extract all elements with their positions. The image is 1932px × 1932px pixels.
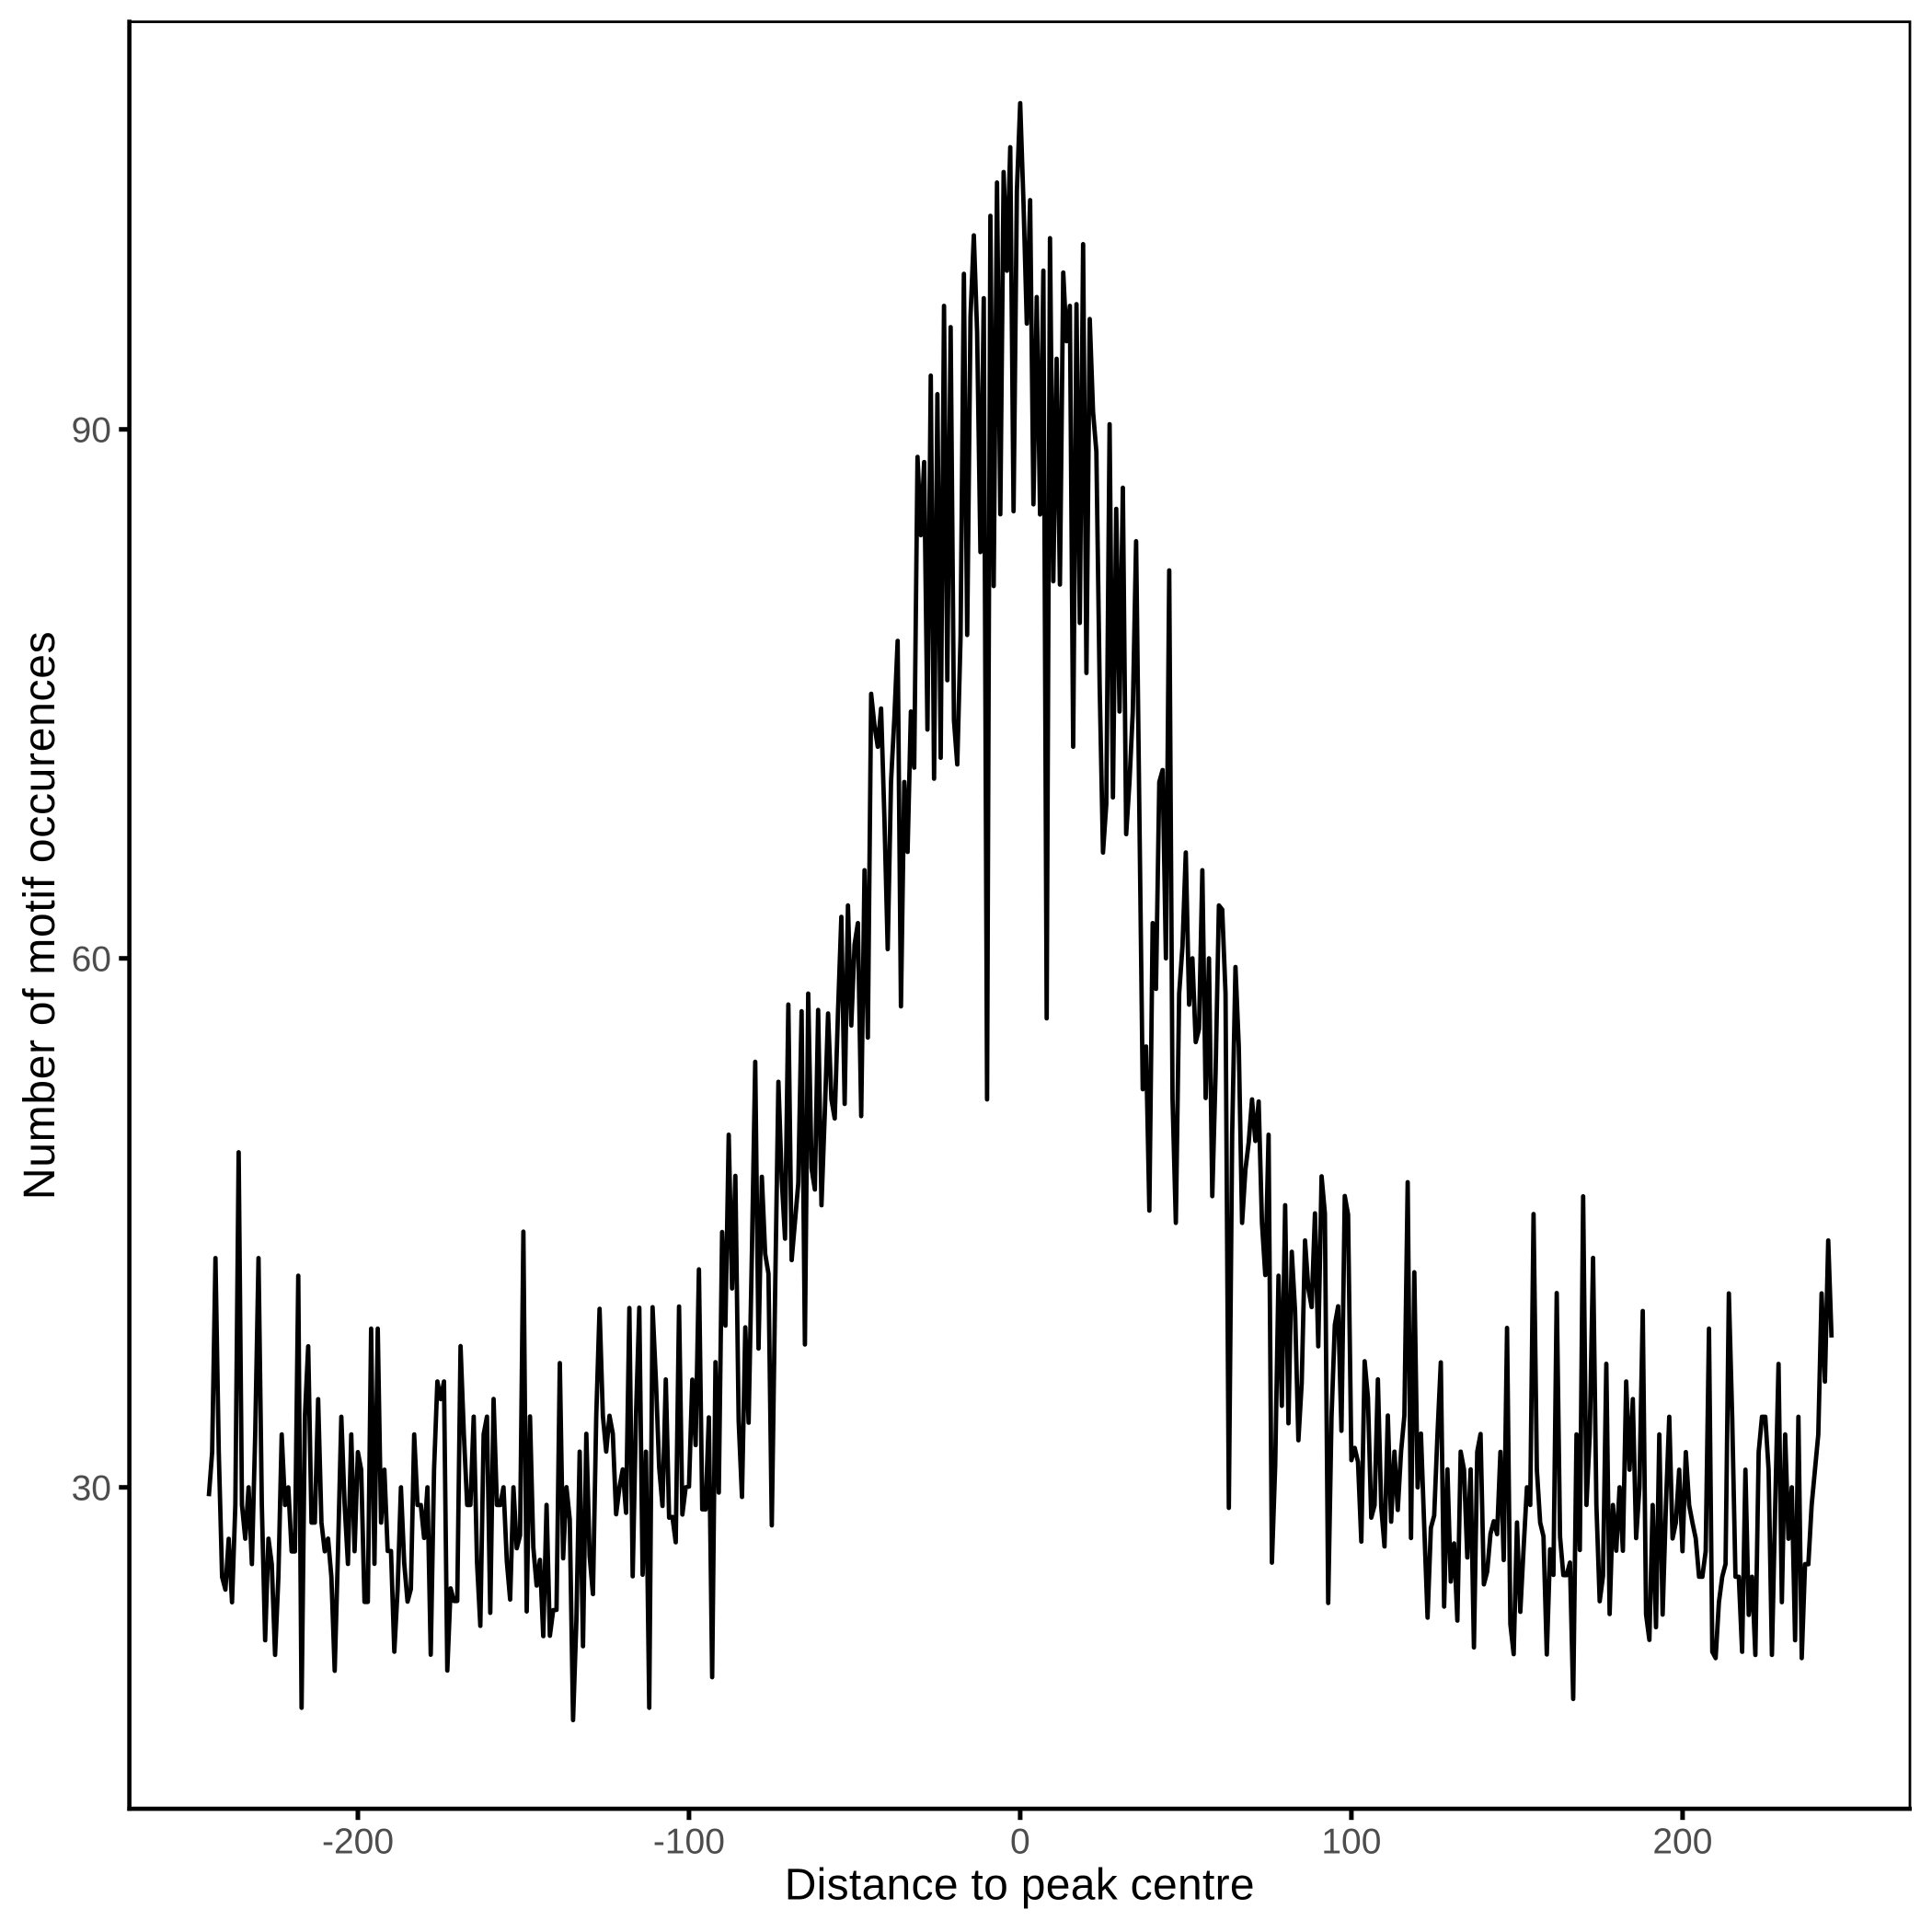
svg-text:30: 30 bbox=[72, 1469, 111, 1509]
svg-text:-200: -200 bbox=[322, 1822, 394, 1861]
svg-text:Distance to peak centre: Distance to peak centre bbox=[785, 1861, 1255, 1910]
svg-text:-100: -100 bbox=[653, 1822, 725, 1861]
svg-text:100: 100 bbox=[1321, 1822, 1381, 1861]
svg-text:0: 0 bbox=[1010, 1822, 1030, 1861]
svg-text:Number of motif occurences: Number of motif occurences bbox=[16, 631, 64, 1200]
svg-text:60: 60 bbox=[72, 940, 111, 980]
svg-text:90: 90 bbox=[72, 411, 111, 451]
svg-text:200: 200 bbox=[1652, 1822, 1712, 1861]
